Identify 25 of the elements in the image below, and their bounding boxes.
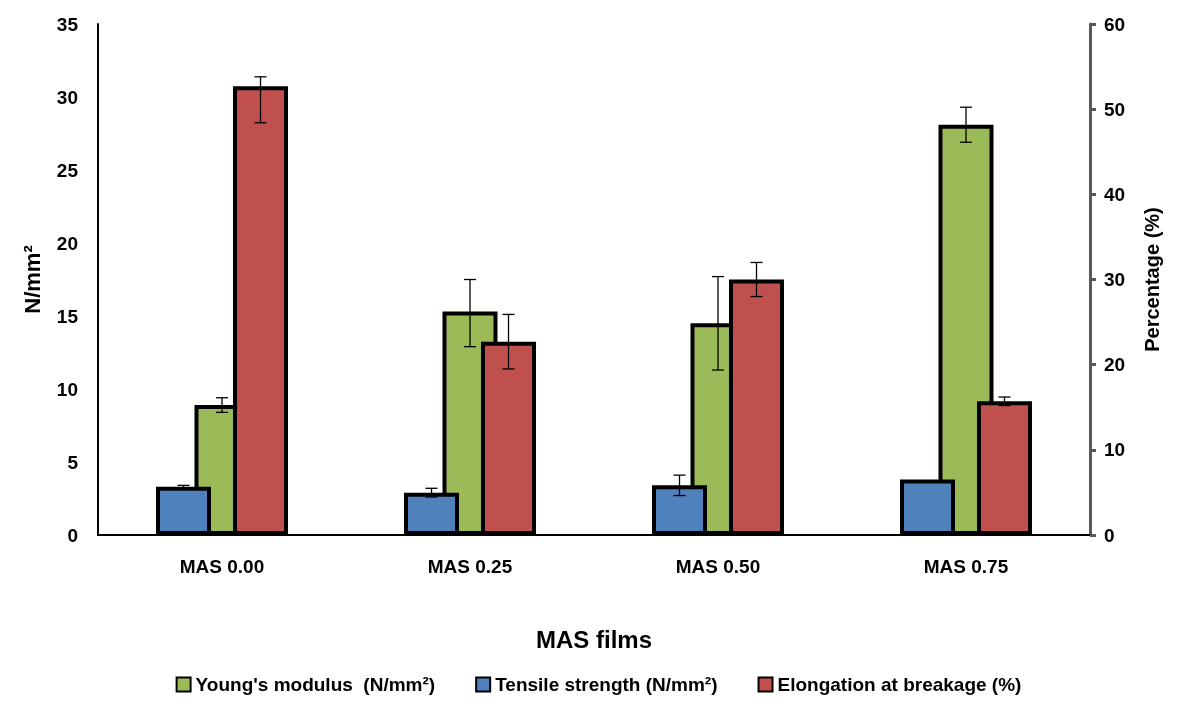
x-axis-title: MAS films: [535, 625, 653, 653]
y2-tick-label: 40: [1104, 183, 1126, 205]
y-tick-label: 30: [56, 86, 78, 108]
legend-label: Young's modulus (N/mm²): [195, 674, 436, 695]
y-tick-label: 15: [56, 305, 79, 327]
y-tick-label: 35: [56, 13, 79, 35]
y-tick-label: 5: [67, 451, 79, 473]
legend-label: Elongation at breakage (%): [777, 674, 1022, 695]
y2-tick-label: 60: [1104, 13, 1126, 35]
y2-tick-label: 10: [1104, 439, 1126, 461]
x-tick-label: MAS 0.25: [427, 556, 513, 577]
x-tick-label: MAS 0.00: [179, 556, 265, 577]
y-tick-label: 20: [56, 232, 78, 254]
x-tick-label: MAS 0.50: [675, 556, 761, 577]
y-tick-label: 25: [56, 159, 79, 181]
y-tick-label: 10: [56, 378, 78, 400]
y-tick-label: 0: [67, 524, 78, 546]
legend-label: Tensile strength (N/mm²): [495, 674, 718, 695]
y2-tick-label: 30: [1104, 269, 1126, 290]
x-tick-label: MAS 0.75: [923, 556, 1009, 577]
y2-axis-title: Percentage (%): [1141, 207, 1163, 352]
y2-tick-label: 0: [1104, 524, 1115, 546]
y-axis-title: N/mm²: [19, 245, 45, 314]
y2-tick-label: 50: [1104, 98, 1126, 120]
y2-tick-label: 20: [1104, 354, 1126, 376]
